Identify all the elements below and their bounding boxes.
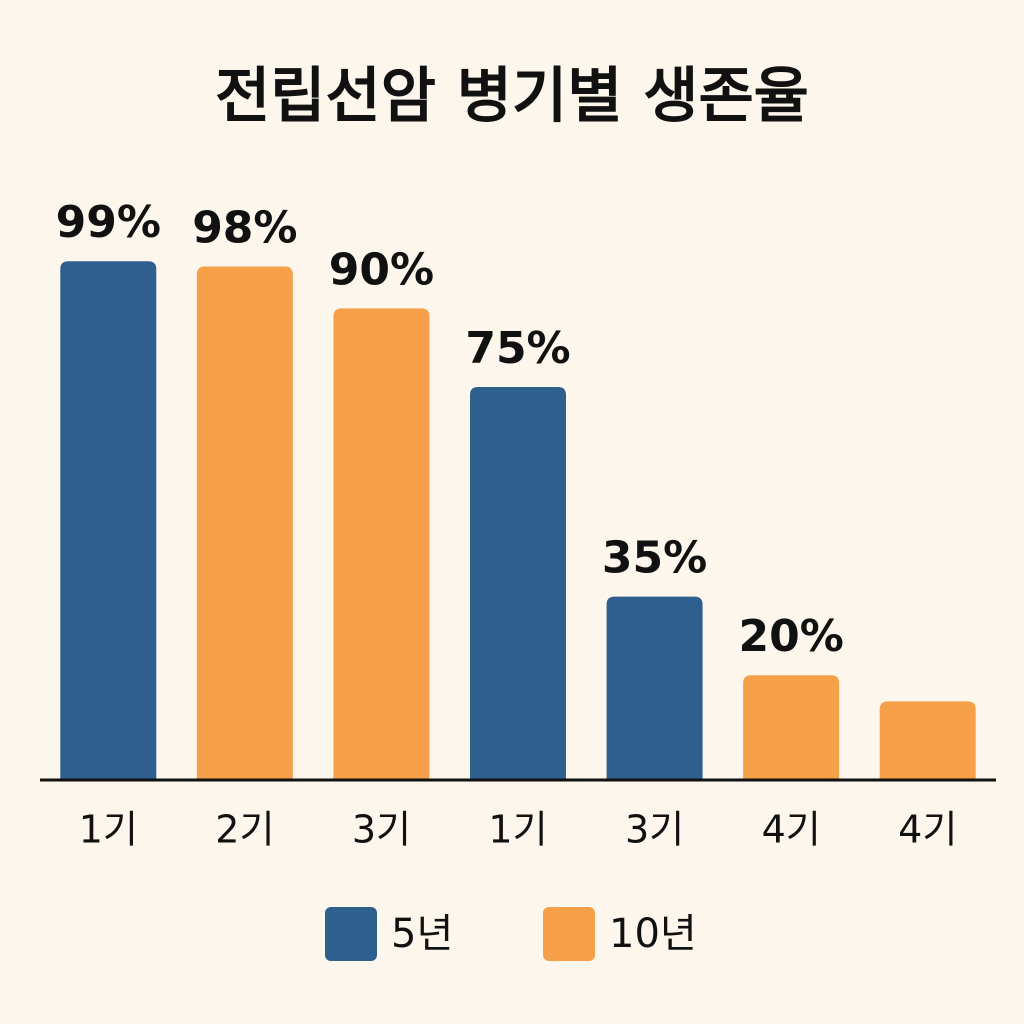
legend-swatch	[543, 907, 595, 961]
x-tick-label: 2기	[215, 808, 274, 852]
value-label: 90%	[329, 244, 434, 295]
bar	[60, 261, 157, 780]
value-label: 20%	[738, 611, 843, 662]
legend-label: 10년	[609, 911, 697, 957]
bar	[606, 596, 703, 780]
legend-label: 5년	[391, 911, 453, 957]
value-label: 75%	[465, 323, 570, 374]
bar	[333, 308, 430, 780]
x-tick-label: 1기	[488, 808, 547, 852]
bar	[879, 701, 976, 780]
chart-title: 전립선암 병기별 생존율	[215, 62, 809, 132]
x-tick-label: 3기	[625, 808, 684, 852]
x-tick-label: 4기	[898, 808, 957, 852]
bar	[196, 266, 293, 781]
value-label: 98%	[192, 202, 297, 253]
bar	[470, 387, 566, 780]
x-tick-label: 4기	[762, 808, 821, 852]
value-label: 35%	[602, 533, 707, 584]
legend-swatch	[325, 907, 377, 961]
x-tick-label: 3기	[352, 808, 411, 852]
bar	[743, 675, 840, 780]
value-label: 99%	[56, 197, 161, 248]
x-tick-label: 1기	[79, 808, 138, 852]
